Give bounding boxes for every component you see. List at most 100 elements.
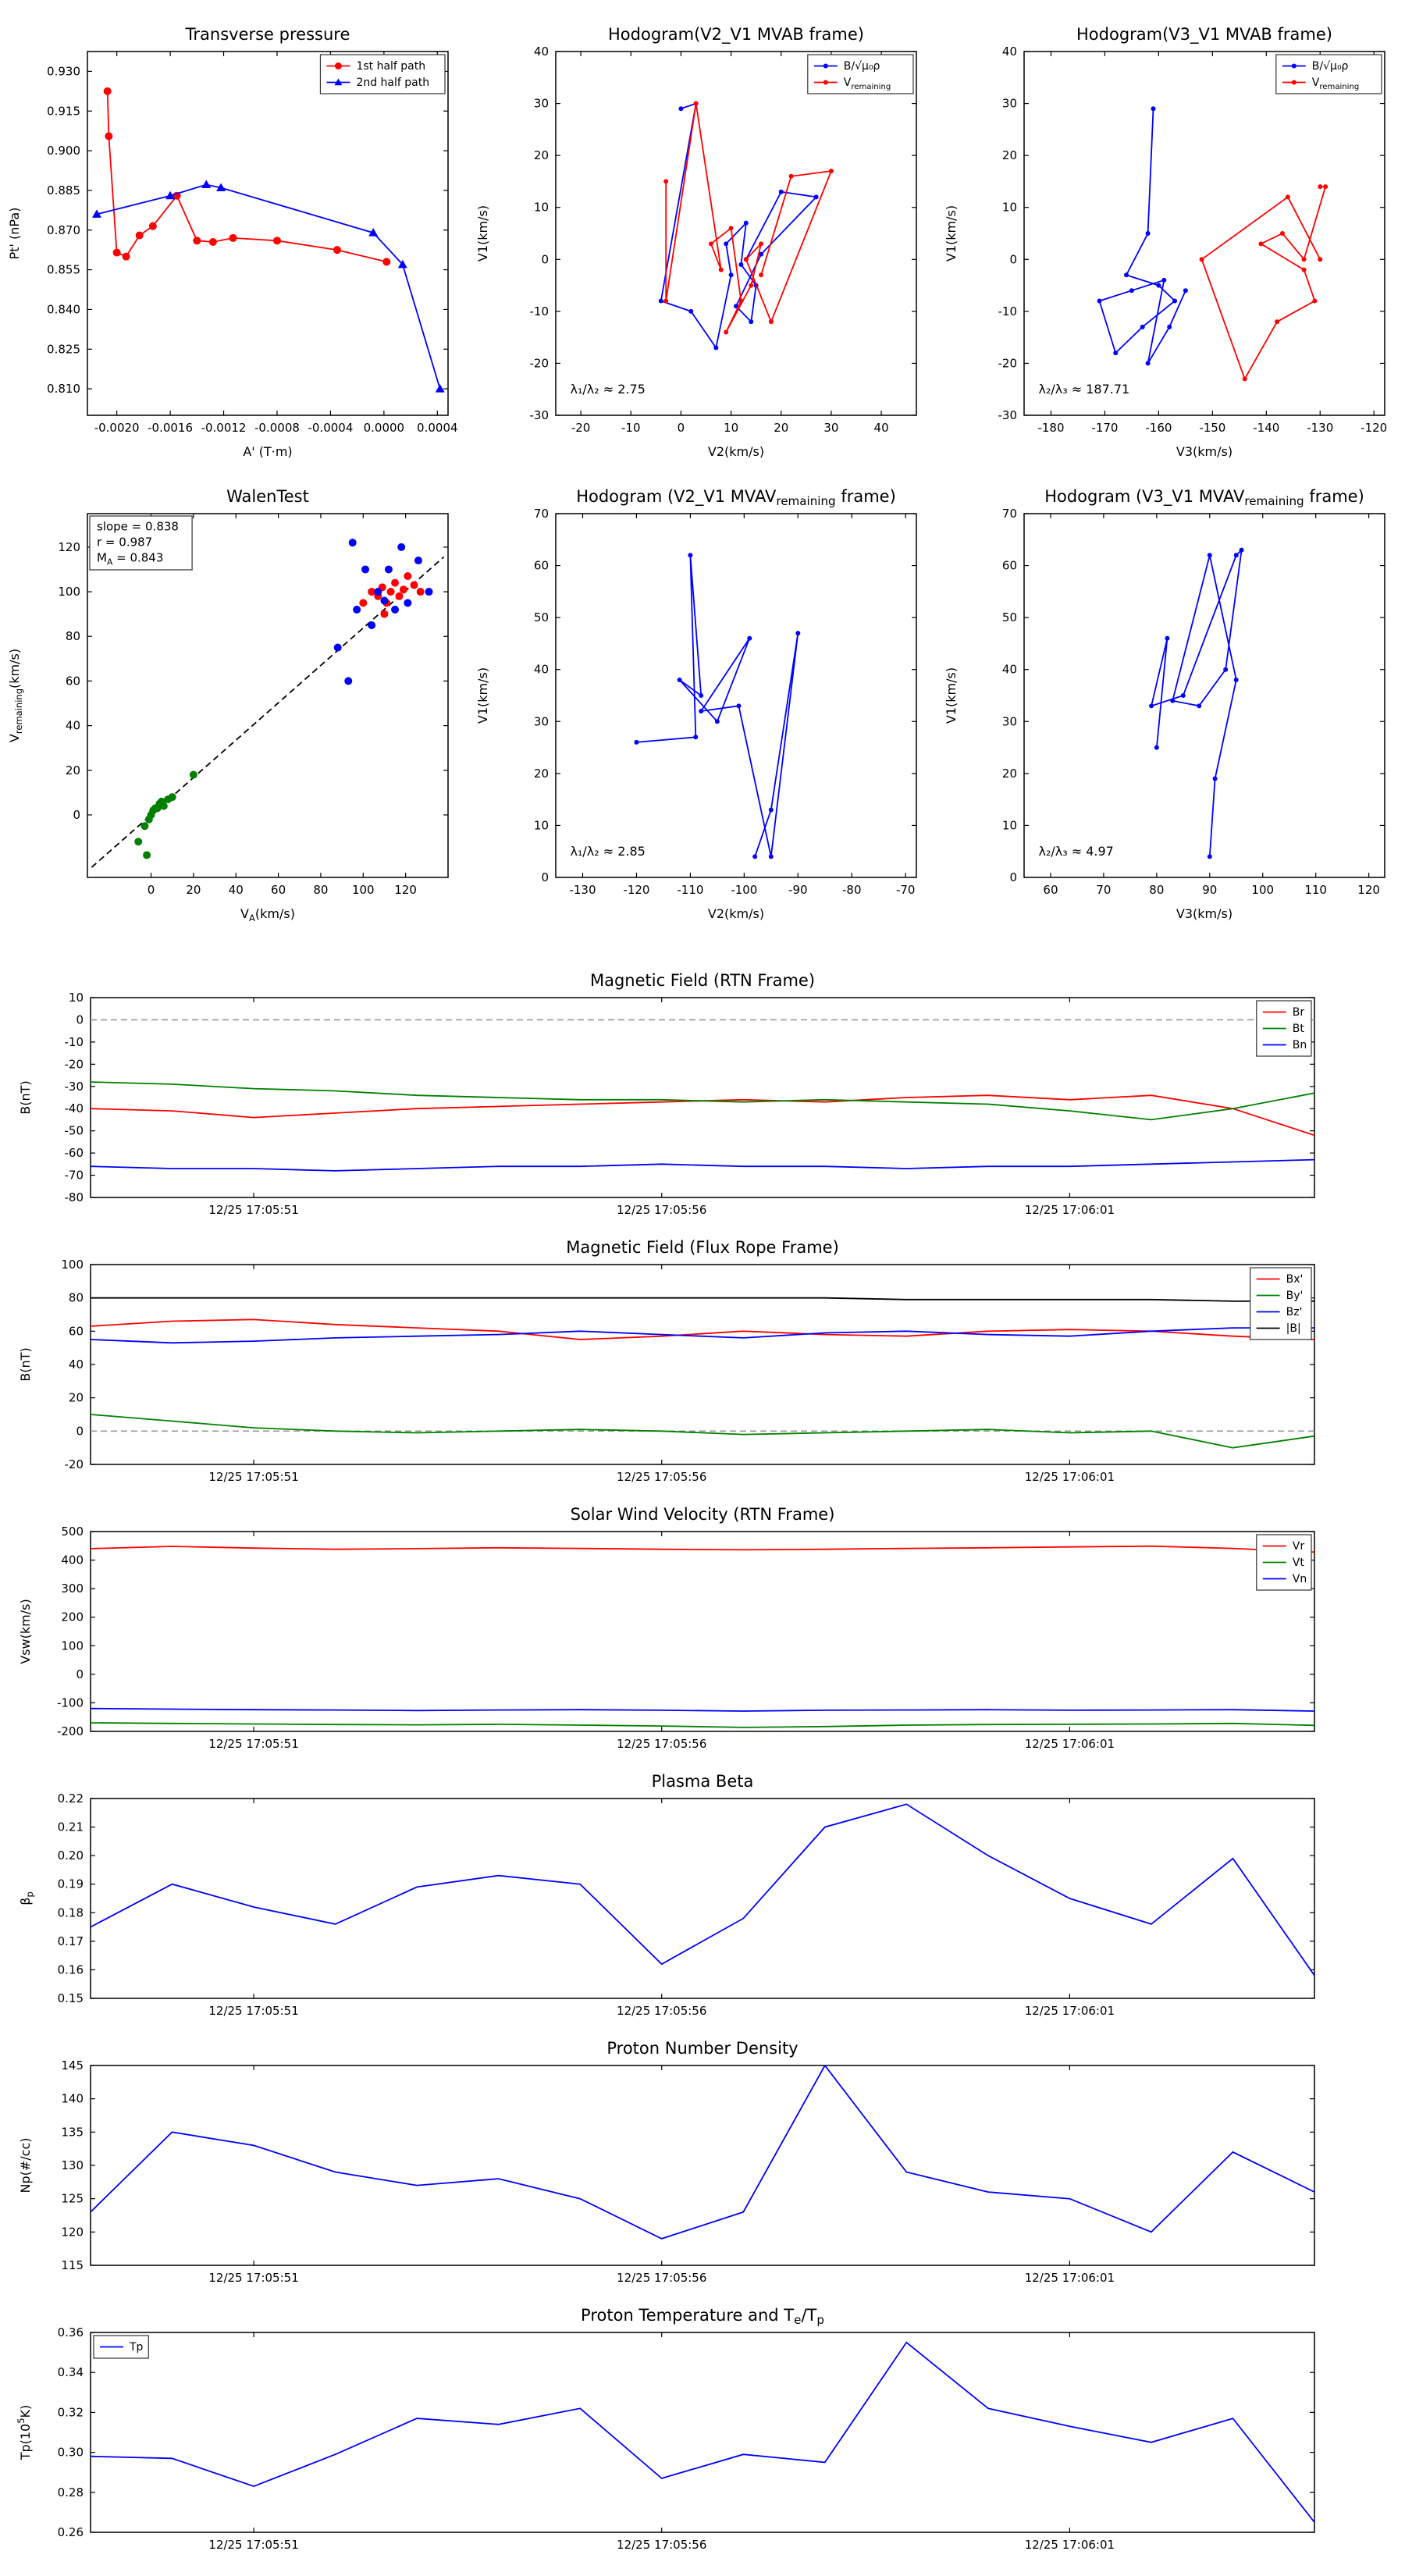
marker [693,735,699,740]
x-tick-label: 12/25 17:06:01 [1025,1203,1115,1217]
transverse-pressure-svg: -0.0020 -0.0016 -0.0012 -0.0008 -0.0004 0.000… [7,25,458,459]
info-line: MA = 0.843 [97,551,163,568]
series-group [91,87,445,393]
y-tick-label: 80 [66,629,80,643]
x-tick-label: -120 [1361,421,1387,435]
marker [688,553,693,558]
marker [738,262,744,267]
x-tick-label: 12/25 17:06:01 [1025,1470,1115,1484]
x-axis-label: V3(km/s) [1176,444,1232,459]
y-tick-label: 0 [76,1012,84,1026]
marker [1207,854,1212,859]
y-tick-label: 40 [534,663,549,677]
marker [759,272,764,278]
top-panels: -0.0020 -0.0016 -0.0012 -0.0008 -0.0004 0.000… [0,0,1405,935]
marker [1124,272,1129,278]
chart-title: Magnetic Field (Flux Rope Frame) [566,1238,839,1257]
marker [361,565,370,574]
y-tick-label: -60 [65,1146,84,1160]
marker [699,708,704,713]
marker [718,267,724,272]
marker [159,802,168,810]
ticks [91,2065,1314,2266]
y-tick-label: -20 [65,1057,84,1071]
series-1 [1200,186,1327,381]
hodogram-v3v1-mvav-svg: 60 70 80 90 100 110 120 0 10 20 30 40 50 60 70 Hodogram… [944,487,1385,921]
y-tick-label: 0.32 [58,2405,84,2419]
x-tick-label: -110 [677,883,703,897]
marker [1167,324,1172,329]
y-axis-label: V1(km/s) [475,205,490,262]
marker [1291,63,1297,69]
legend-label: By' [1286,1290,1304,1302]
y-tick-label: 20 [1002,148,1017,162]
x-tick-label: 100 [1251,883,1274,897]
y-tick-label: -20 [65,1457,84,1471]
marker [435,384,445,393]
ticks [91,1531,1314,1732]
marker [1318,184,1323,190]
marker [105,132,113,141]
series-group [91,1297,1314,1449]
marker [724,241,729,247]
x-tick-label: 12/25 17:05:51 [208,1470,298,1484]
x-tick-label: 12/25 17:05:56 [617,2271,706,2285]
marker [386,588,395,596]
chart-title: Hodogram(V3_V1 MVAB frame) [1076,25,1332,44]
marker [768,319,774,325]
axes-frame [90,1264,1315,1465]
panel-proton-density: 12/25 17:05:51 12/25 17:05:56 12/25 17:06:… [0,2030,1405,2297]
hodogram-v3v1-mvab-svg: -180 -170 -160 -150 -140 -130 -120 -30 -20 -10 0 10… [944,25,1387,459]
marker [724,329,729,335]
panel-transverse-pressure: -0.0020 -0.0016 -0.0012 -0.0008 -0.0004 0.000… [0,11,468,473]
y-tick-label: 0 [73,808,80,822]
marker [391,605,400,614]
x-tick-label: -70 [896,883,916,897]
y-tick-label: -30 [530,408,550,422]
y-tick-label: -30 [65,1080,84,1094]
y-tick-label: 135 [61,2125,84,2139]
solar-wind-velocity-svg: 12/25 17:05:51 12/25 17:05:56 12/25 17:06:… [18,1505,1315,1751]
y-tick-label: 60 [534,559,549,573]
y-axis-label: Vremaining(km/s) [7,649,24,742]
y-tick-label: 130 [61,2158,84,2172]
y-axis-label: Vsw(km/s) [18,1599,33,1663]
marker [747,635,752,641]
panel-magnetic-field-rtn: 12/25 17:05:51 12/25 17:05:56 12/25 17:06:… [0,962,1405,1229]
series-0 [660,102,818,350]
y-tick-label: 40 [534,44,549,59]
x-tick-label: -170 [1091,421,1118,435]
marker [135,231,144,240]
marker [399,585,407,594]
x-tick-label: 12/25 17:05:56 [617,1470,706,1484]
y-tick-label: 50 [534,610,549,624]
y-tick-label: 0.885 [47,183,80,197]
marker [134,838,143,846]
marker [749,283,754,288]
y-tick-label: 30 [1002,714,1017,728]
y-tick-label: 40 [1002,44,1017,59]
x-tick-label: 60 [1043,883,1058,897]
marker [1151,106,1156,112]
marker [208,238,217,247]
y-tick-label: 30 [1002,97,1017,111]
y-tick-label: 10 [69,991,84,1005]
marker [1233,553,1239,558]
marker [143,851,151,859]
marker [1301,257,1307,262]
x-tick-label: -130 [1307,421,1333,435]
marker [768,854,774,859]
y-tick-label: 80 [69,1291,84,1305]
y-tick-label: 10 [534,818,549,832]
marker [678,106,684,112]
legend-label: Vt [1293,1557,1305,1569]
y-tick-label: 0.840 [47,302,80,316]
series-2 [91,1158,1314,1172]
marker [1233,678,1239,683]
marker [708,241,713,247]
x-tick-label: -0.0008 [254,421,300,435]
marker [414,557,422,565]
y-axis-label: B(nT) [18,1080,33,1114]
y-tick-label: 200 [61,1610,84,1624]
marker [736,703,742,709]
